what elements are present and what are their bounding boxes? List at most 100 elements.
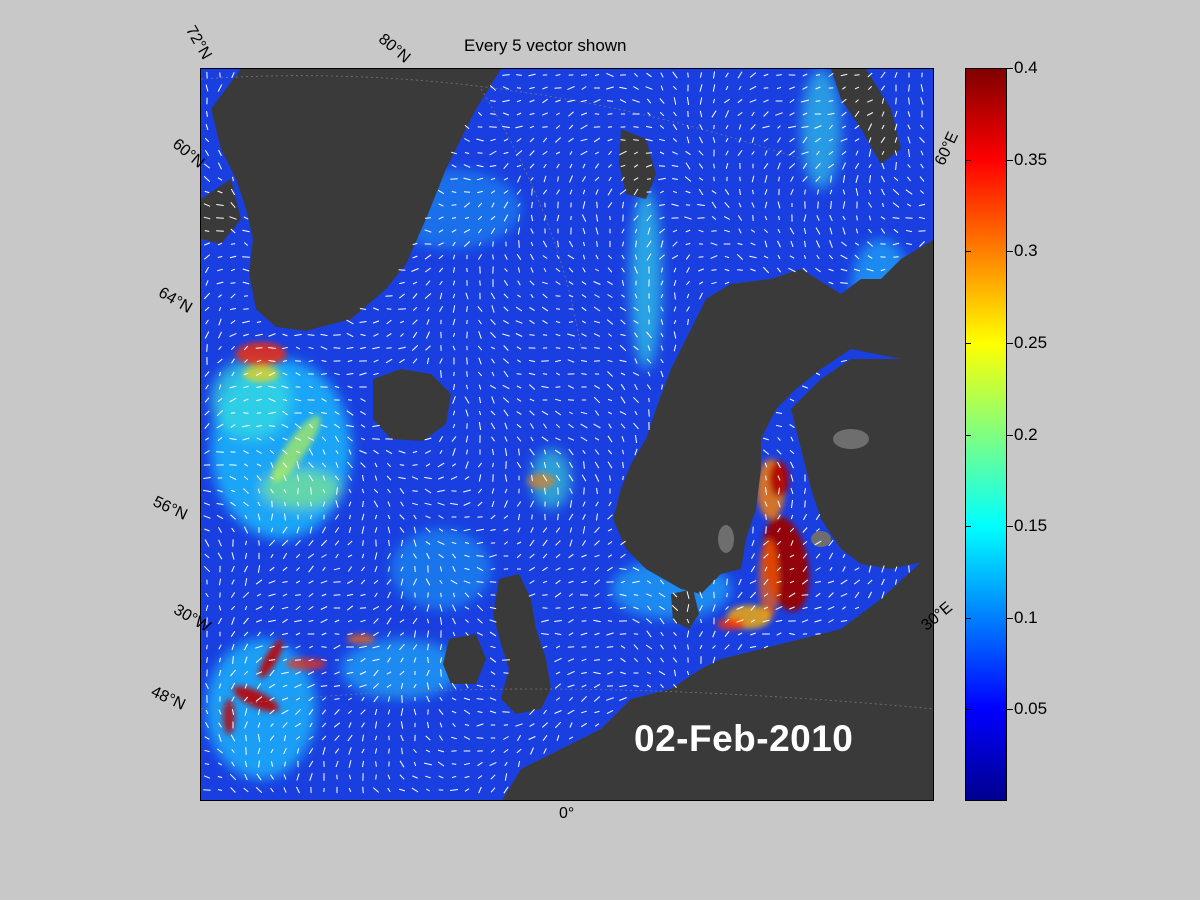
- vector-arrow: [516, 436, 522, 442]
- vector-arrow: [231, 643, 235, 651]
- vector-arrow: [372, 658, 380, 662]
- vector-arrow: [399, 527, 405, 533]
- vector-arrow: [530, 527, 534, 533]
- vector-arrow: [347, 540, 353, 546]
- vector-arrow: [596, 201, 598, 209]
- vector-arrow: [840, 73, 848, 77]
- vector-arrow: [673, 344, 677, 352]
- vector-arrow: [203, 254, 211, 260]
- vector-arrow: [478, 331, 482, 339]
- vector-arrow: [243, 333, 249, 337]
- vector-arrow: [751, 151, 755, 155]
- vector-arrow: [464, 396, 470, 404]
- vector-arrow: [608, 164, 612, 168]
- vector-arrow: [476, 737, 484, 739]
- vector-arrow: [581, 658, 587, 662]
- vector-arrow: [295, 632, 301, 636]
- vector-arrow: [400, 657, 404, 663]
- vector-arrow: [268, 683, 276, 689]
- vector-arrow: [374, 708, 378, 716]
- vector-arrow: [489, 697, 497, 701]
- vector-arrow: [218, 384, 222, 390]
- vector-arrow: [789, 98, 795, 104]
- vector-arrow: [764, 240, 768, 248]
- vector-arrow: [815, 176, 821, 182]
- vector-arrow: [594, 723, 600, 727]
- vector-arrow: [400, 539, 404, 547]
- vector-arrow: [608, 150, 612, 156]
- vector-arrow: [673, 644, 677, 650]
- vector-arrow: [478, 474, 482, 482]
- vector-arrow: [659, 254, 665, 260]
- vector-arrow: [788, 163, 796, 169]
- vector-arrow: [333, 722, 341, 728]
- vector-arrow: [414, 630, 416, 638]
- vector-arrow: [881, 162, 885, 170]
- vector-arrow: [346, 332, 354, 338]
- vector-arrow: [244, 773, 248, 781]
- vector-arrow: [464, 152, 470, 154]
- vector-arrow: [206, 111, 208, 117]
- vector-arrow: [840, 268, 848, 272]
- vector-arrow: [908, 97, 910, 105]
- vector-arrow: [804, 500, 806, 508]
- vector-arrow: [243, 216, 249, 220]
- vector-arrow: [581, 606, 587, 610]
- vector-arrow: [894, 110, 898, 118]
- vector-arrow: [230, 293, 236, 299]
- vector-arrow: [490, 774, 496, 780]
- vector-arrow: [672, 138, 678, 142]
- vector-arrow: [542, 137, 548, 143]
- vector-arrow: [242, 437, 250, 441]
- vector-arrow: [373, 307, 379, 311]
- vector-arrow: [841, 98, 847, 104]
- vector-arrow: [567, 670, 575, 676]
- vector-arrow: [359, 684, 367, 688]
- vector-arrow: [918, 203, 926, 207]
- vector-arrow: [582, 227, 586, 235]
- vector-arrow: [581, 710, 587, 714]
- vector-arrow: [439, 722, 443, 728]
- vector-arrow: [243, 670, 249, 676]
- vector-arrow: [230, 489, 236, 493]
- vector-arrow: [477, 202, 483, 208]
- vector-arrow: [424, 488, 432, 494]
- vector-arrow: [282, 372, 288, 376]
- vector-arrow: [606, 709, 614, 715]
- vector-arrow: [658, 138, 666, 142]
- vector-arrow: [424, 437, 432, 441]
- vector-arrow: [256, 398, 262, 402]
- vector-arrow: [400, 501, 404, 507]
- vector-arrow: [867, 202, 873, 208]
- vector-arrow: [503, 306, 509, 312]
- vector-arrow: [569, 500, 573, 508]
- vector-arrow: [645, 618, 653, 624]
- vector-arrow: [229, 464, 237, 466]
- vector-arrow: [764, 201, 768, 209]
- vector-arrow: [243, 242, 249, 246]
- vector-arrow: [411, 345, 419, 351]
- vector-arrow: [230, 631, 236, 637]
- vector-arrow: [700, 618, 702, 624]
- vector-arrow: [205, 709, 209, 715]
- vector-arrow: [530, 177, 534, 181]
- vector-arrow: [426, 306, 430, 312]
- vector-arrow: [479, 396, 481, 404]
- vector-arrow: [738, 578, 742, 586]
- vector-arrow: [840, 138, 848, 142]
- vector-arrow: [296, 526, 300, 534]
- vector-arrow: [660, 280, 664, 286]
- vector-arrow: [464, 124, 470, 130]
- vector-arrow: [438, 683, 444, 689]
- vector-arrow: [619, 189, 627, 195]
- vector-arrow: [609, 475, 611, 481]
- vector-arrow: [775, 605, 783, 611]
- vector-arrow: [530, 214, 534, 222]
- vector-arrow: [282, 581, 288, 583]
- vector-arrow: [284, 513, 286, 521]
- vector-arrow: [465, 683, 469, 689]
- vector-arrow: [517, 203, 521, 207]
- vector-arrow: [334, 411, 340, 415]
- vector-arrow: [830, 175, 832, 183]
- vector-arrow: [491, 358, 495, 364]
